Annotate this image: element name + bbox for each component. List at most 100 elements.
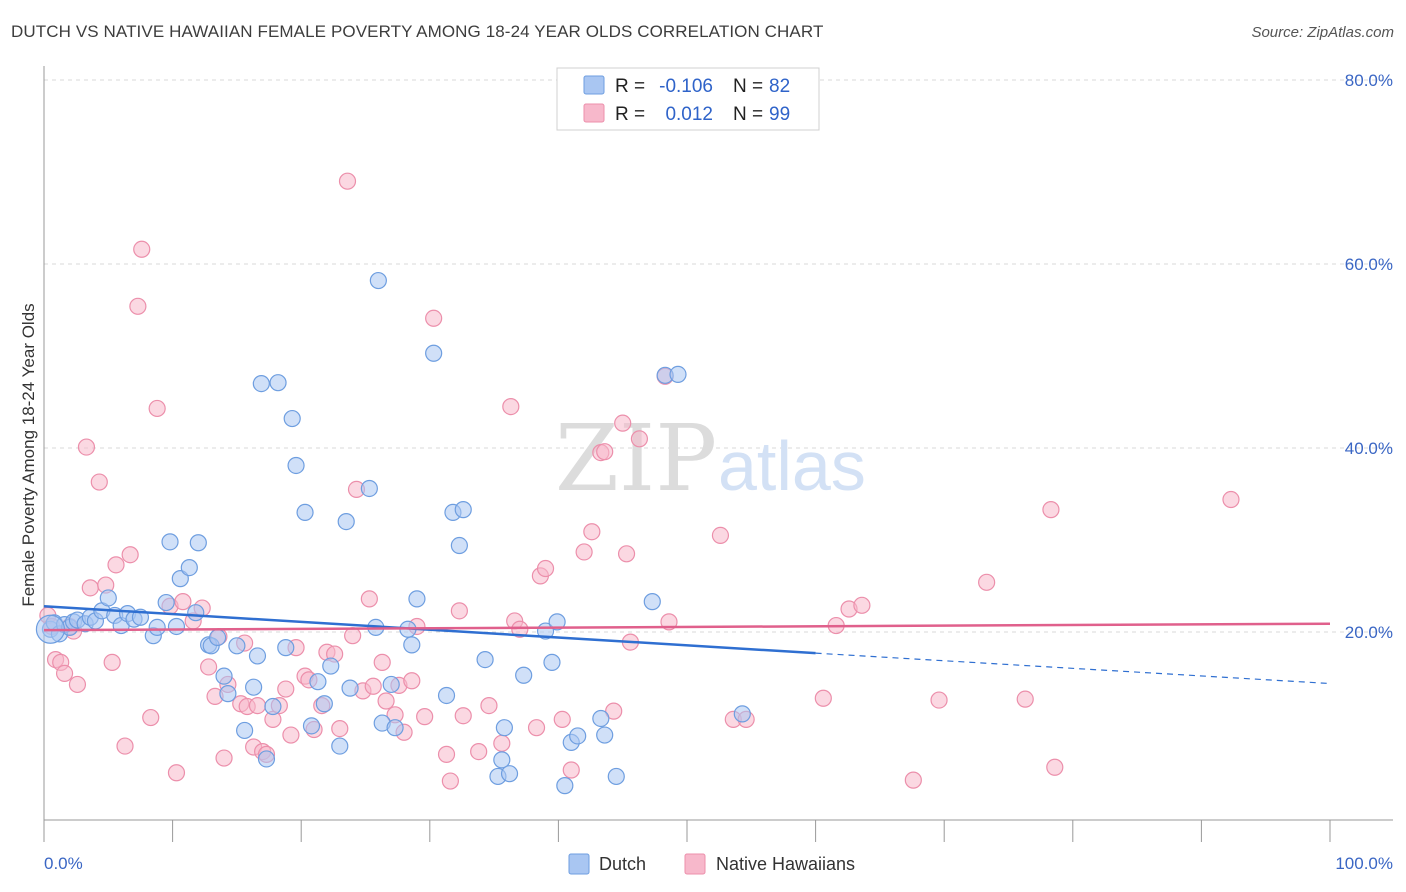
hawaiian-point-50 [344,627,362,645]
dutch-point-46 [322,657,340,675]
hawaiian-point-78 [562,761,580,779]
hawaiian-point-4 [55,664,74,683]
legend-box: R = -0.106 N = 82 R = 0.012 N = 99 [556,67,820,131]
hawaiian-point-49 [338,172,357,190]
hawaiian-point-14 [116,737,134,755]
hawaiian-point-87 [630,430,649,448]
hawaiian-point-68 [470,742,488,761]
dutch-point-43 [302,717,321,735]
bottom-legend-dutch: Dutch [599,854,646,874]
dutch-point-11 [99,589,117,607]
hawaiian-point-28 [215,749,233,767]
hawaiian-point-18 [142,708,160,727]
dutch-point-68 [500,765,519,783]
source-label: Source: ZipAtlas.com [1251,24,1394,41]
hawaiian-point-100 [1016,690,1034,708]
hawaiian-point-96 [853,596,871,614]
hawaiian-point-82 [596,443,614,461]
hawaiian-point-12 [103,653,121,671]
dutch-point-71 [543,653,561,671]
dutch-point-62 [450,536,468,555]
dutch-point-49 [341,679,359,697]
dutch-point-19 [157,593,175,612]
hawaiian-trend-line [43,622,1331,632]
legend-n-label-dutch: N = [733,76,763,97]
legend-swatch-dutch [583,75,605,95]
dutch-point-24 [187,604,205,622]
hawaiian-point-77 [553,710,571,729]
dutch-point-47 [331,737,349,755]
hawaiian-point-71 [502,398,520,416]
dutch-point-23 [180,558,198,577]
hawaiian-point-62 [416,708,434,726]
dutch-point-20 [161,533,179,551]
dutch-point-81 [669,365,687,383]
dutch-point-60 [437,686,456,705]
dutch-point-21 [167,617,186,636]
dutch-point-72 [548,613,566,631]
grid-lines [44,79,1393,633]
dutch-point-75 [569,727,587,745]
dutch-point-57 [403,636,421,654]
legend-n-value-dutch: 82 [769,76,790,97]
hawaiian-point-85 [617,545,636,563]
x-tick-label-min: 0.0% [44,854,83,873]
chart-title: DUTCH VS NATIVE HAWAIIAN FEMALE POVERTY … [11,22,824,41]
hawaiian-point-21 [167,764,186,782]
native-hawaiian-points [39,172,1240,790]
dutch-point-59 [425,344,443,362]
dutch-point-73 [556,777,574,795]
hawaiian-point-101 [1046,758,1064,776]
hawaiian-point-97 [904,771,922,789]
hawaiian-point-15 [121,546,139,564]
hawaiian-point-22 [174,593,192,611]
hawaiian-point-9 [81,579,99,597]
dutch-point-82 [733,705,751,723]
hawaiian-point-10 [90,473,108,491]
dutch-point-35 [252,375,270,393]
hawaiian-point-25 [200,658,218,676]
hawaiian-point-54 [364,677,382,695]
dutch-point-76 [592,709,610,728]
dutch-point-63 [454,501,472,519]
hawaiian-point-76 [536,559,555,578]
hawaiian-point-34 [248,696,267,715]
dutch-trend-extension [815,652,1331,685]
dutch-point-64 [476,650,494,669]
bottom-legend-swatch-hawaiian [684,853,706,875]
hawaiian-point-67 [454,707,472,725]
legend-swatch-hawaiian [583,103,605,123]
hawaiian-point-16 [129,297,147,315]
dutch-point-22 [171,570,189,588]
dutch-point-78 [607,767,625,786]
dutch-point-42 [296,503,314,522]
hawaiian-point-56 [377,692,395,710]
dutch-point-33 [245,678,263,696]
bottom-legend-swatch-dutch [568,853,590,875]
hawaiian-point-93 [814,689,832,707]
dutch-point-39 [277,639,295,657]
dutch-point-40 [283,409,301,428]
dutch-point-52 [369,271,387,290]
dutch-point-55 [386,719,404,737]
y-tick-labels: 20.0% 40.0% 60.0% 80.0% [1345,71,1393,642]
hawaiian-point-99 [978,573,996,591]
hawaiian-point-83 [605,702,623,720]
dutch-point-25 [189,534,207,552]
hawaiian-point-40 [282,726,300,744]
hawaiian-point-70 [493,734,511,752]
hawaiian-point-8 [77,438,96,456]
watermark-zip: ZIP [555,405,717,512]
hawaiian-point-19 [148,399,166,418]
legend-r-label-dutch: R = [615,76,645,97]
hawaiian-point-98 [930,691,948,709]
hawaiian-point-64 [437,745,456,763]
hawaiian-point-103 [1222,490,1240,509]
dutch-points [35,271,751,795]
dutch-point-67 [495,719,513,737]
dutch-point-77 [596,726,614,744]
trend-lines [43,604,1331,685]
hawaiian-point-48 [331,719,349,738]
hawaiian-point-90 [711,526,730,545]
